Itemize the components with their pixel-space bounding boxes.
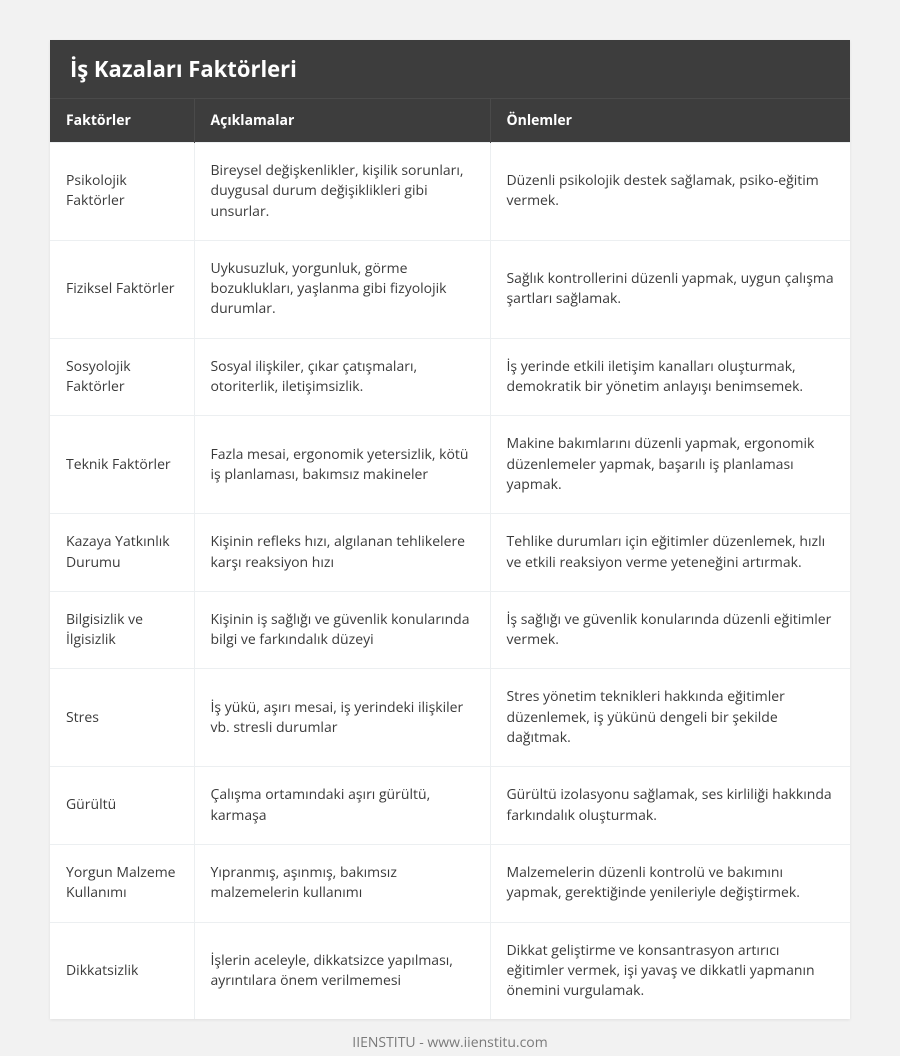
- cell-measure: Makine bakımlarını düzenli yapmak, ergon…: [490, 416, 850, 514]
- col-header-aciklamalar: Açıklamalar: [194, 99, 490, 143]
- table-row: Yorgun Malzeme Kullanımı Yıpranmış, aşın…: [50, 844, 850, 922]
- table-row: Bilgisizlik ve İlgisizlik Kişinin iş sağ…: [50, 591, 850, 669]
- cell-measure: Tehlike durumları için eğitimler düzenle…: [490, 514, 850, 592]
- cell-desc: Sosyal ilişkiler, çıkar çatışmaları, oto…: [194, 338, 490, 416]
- col-header-onlemler: Önlemler: [490, 99, 850, 143]
- cell-factor: Kazaya Yatkınlık Durumu: [50, 514, 194, 592]
- cell-factor: Gürültü: [50, 767, 194, 845]
- cell-measure: Sağlık kontrollerini düzenli yapmak, uyg…: [490, 240, 850, 338]
- table-row: Gürültü Çalışma ortamındaki aşırı gürült…: [50, 767, 850, 845]
- cell-desc: İş yükü, aşırı mesai, iş yerindeki ilişk…: [194, 669, 490, 767]
- cell-desc: Uykusuzluk, yorgunluk, görme bozukluklar…: [194, 240, 490, 338]
- table-row: Kazaya Yatkınlık Durumu Kişinin refleks …: [50, 514, 850, 592]
- cell-factor: Stres: [50, 669, 194, 767]
- cell-measure: Düzenli psikolojik destek sağlamak, psik…: [490, 143, 850, 241]
- factors-table: Faktörler Açıklamalar Önlemler Psikoloji…: [50, 98, 850, 1019]
- table-row: Dikkatsizlik İşlerin aceleyle, dikkatsiz…: [50, 922, 850, 1019]
- cell-desc: Kişinin refleks hızı, algılanan tehlikel…: [194, 514, 490, 592]
- table-row: Stres İş yükü, aşırı mesai, iş yerindeki…: [50, 669, 850, 767]
- cell-factor: Psikolojik Faktörler: [50, 143, 194, 241]
- table-card: İş Kazaları Faktörleri Faktörler Açıklam…: [50, 40, 850, 1019]
- col-header-faktorler: Faktörler: [50, 99, 194, 143]
- cell-measure: Gürültü izolasyonu sağlamak, ses kirlili…: [490, 767, 850, 845]
- cell-measure: Dikkat geliştirme ve konsantrasyon artır…: [490, 922, 850, 1019]
- cell-desc: Fazla mesai, ergonomik yetersizlik, kötü…: [194, 416, 490, 514]
- cell-factor: Teknik Faktörler: [50, 416, 194, 514]
- table-header: Faktörler Açıklamalar Önlemler: [50, 99, 850, 143]
- cell-measure: İş yerinde etkili iletişim kanalları olu…: [490, 338, 850, 416]
- table-body: Psikolojik Faktörler Bireysel değişkenli…: [50, 143, 850, 1020]
- cell-factor: Yorgun Malzeme Kullanımı: [50, 844, 194, 922]
- table-row: Fiziksel Faktörler Uykusuzluk, yorgunluk…: [50, 240, 850, 338]
- table-row: Sosyolojik Faktörler Sosyal ilişkiler, ç…: [50, 338, 850, 416]
- cell-measure: Malzemelerin düzenli kontrolü ve bakımın…: [490, 844, 850, 922]
- cell-factor: Bilgisizlik ve İlgisizlik: [50, 591, 194, 669]
- cell-factor: Dikkatsizlik: [50, 922, 194, 1019]
- cell-desc: Çalışma ortamındaki aşırı gürültü, karma…: [194, 767, 490, 845]
- cell-desc: İşlerin aceleyle, dikkatsizce yapılması,…: [194, 922, 490, 1019]
- cell-desc: Yıpranmış, aşınmış, bakımsız malzemeleri…: [194, 844, 490, 922]
- cell-desc: Kişinin iş sağlığı ve güvenlik konuların…: [194, 591, 490, 669]
- cell-measure: Stres yönetim teknikleri hakkında eğitim…: [490, 669, 850, 767]
- cell-desc: Bireysel değişkenlikler, kişilik sorunla…: [194, 143, 490, 241]
- table-row: Psikolojik Faktörler Bireysel değişkenli…: [50, 143, 850, 241]
- table-row: Teknik Faktörler Fazla mesai, ergonomik …: [50, 416, 850, 514]
- cell-factor: Sosyolojik Faktörler: [50, 338, 194, 416]
- footer-credit: IIENSTITU - www.iienstitu.com: [50, 1019, 850, 1052]
- table-title: İş Kazaları Faktörleri: [50, 40, 850, 98]
- cell-measure: İş sağlığı ve güvenlik konularında düzen…: [490, 591, 850, 669]
- cell-factor: Fiziksel Faktörler: [50, 240, 194, 338]
